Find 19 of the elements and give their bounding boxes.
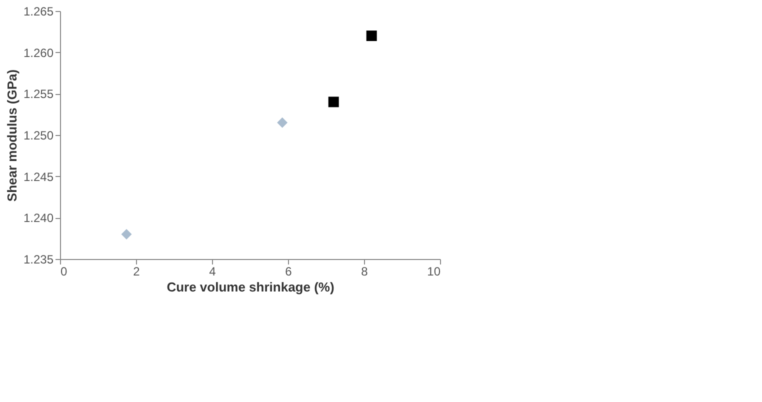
y-tick-label: 1.245 — [23, 170, 54, 184]
y-tick-label: 1.240 — [23, 211, 54, 226]
x-tick-label: 6 — [285, 264, 292, 278]
point — [366, 30, 377, 42]
y-tick-label: 1.235 — [23, 252, 54, 266]
y-tick-label: 1.250 — [23, 128, 54, 142]
x-tick-label: 4 — [209, 264, 216, 278]
y-axis-title: Shear modulus (GPa) — [4, 69, 20, 202]
x-tick-label: 8 — [361, 264, 368, 278]
point — [277, 117, 288, 128]
y-tick-label: 1.255 — [23, 87, 54, 102]
point — [121, 228, 132, 240]
y-tick-label: 1.260 — [23, 46, 54, 60]
x-axis-title: Cure volume shrinkage (%) — [166, 280, 334, 294]
x-tick-label: 10 — [427, 264, 441, 278]
x-tick-label: 2 — [133, 264, 140, 278]
y-tick-label: 1.265 — [23, 4, 54, 18]
point — [328, 96, 339, 108]
x-tick-label: 0 — [60, 264, 68, 278]
